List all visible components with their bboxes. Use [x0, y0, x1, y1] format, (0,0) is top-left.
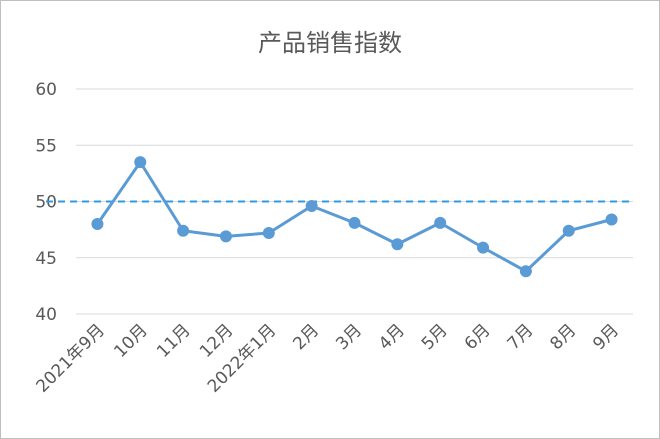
x-tick-label: 2月	[289, 320, 323, 354]
data-point	[177, 224, 190, 237]
x-tick-label: 6月	[461, 320, 495, 354]
y-tick-label: 40	[35, 305, 57, 325]
data-point	[219, 230, 232, 243]
data-point	[348, 216, 361, 229]
x-tick-label: 3月	[332, 320, 366, 354]
x-tick-label: 10月	[110, 320, 151, 361]
y-tick-label: 45	[35, 249, 57, 269]
x-tick-label: 2021年9月	[33, 320, 109, 396]
data-point	[562, 224, 575, 237]
data-point	[477, 241, 490, 254]
x-tick-label: 4月	[375, 320, 409, 354]
data-point	[91, 218, 104, 230]
data-point	[262, 227, 275, 239]
data-point	[519, 265, 532, 278]
data-point	[434, 216, 447, 229]
chart-title: 产品销售指数	[258, 29, 402, 57]
series-line-layer	[96, 160, 612, 273]
y-tick-label: 60	[35, 80, 57, 100]
x-tick-label: 5月	[418, 320, 452, 354]
data-points	[91, 156, 618, 278]
data-point	[305, 200, 318, 212]
x-tick-label: 7月	[504, 320, 538, 354]
x-tick-label: 11月	[153, 320, 194, 361]
data-point	[134, 156, 147, 169]
x-tick-label: 9月	[589, 320, 623, 354]
data-point	[605, 213, 618, 226]
series-line	[96, 160, 612, 273]
data-point	[391, 238, 404, 251]
x-tick-label: 8月	[546, 320, 580, 354]
y-tick-label: 55	[35, 136, 57, 156]
